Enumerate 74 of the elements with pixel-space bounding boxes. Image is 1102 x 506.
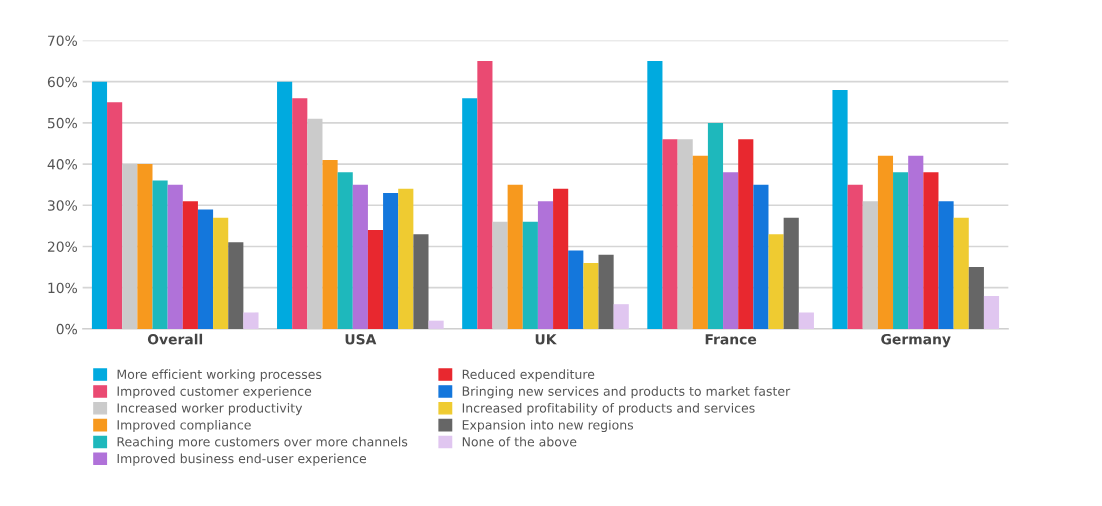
bar [553,188,569,329]
bar [893,172,909,329]
bar [738,139,754,329]
y-tick-label: 30% [47,200,78,211]
x-tick-label: USA [345,334,377,345]
bar [723,172,739,329]
x-tick-label: Overall [147,333,203,345]
bar [243,312,259,329]
y-tick-label: 70% [48,35,78,46]
bar [107,102,123,329]
bar [383,192,399,329]
bar [908,155,924,329]
bar [322,159,338,329]
legend-label: None of the above [462,436,577,447]
x-tick-label: France [705,334,757,345]
bar [398,188,414,329]
bar [352,184,368,329]
bar [228,242,244,329]
legend-label: Reduced expenditure [462,369,595,382]
legend-label: Improved customer experience [117,386,312,399]
bar [292,98,308,329]
bar [213,217,229,329]
bar [968,267,984,329]
bar [662,139,678,329]
bar [707,122,724,329]
bar [598,254,614,329]
bar [152,180,168,329]
legend-label: Reaching more customers over more channels [117,436,408,449]
bar [983,295,1000,329]
bar [137,164,153,329]
y-tick-label: 60% [47,76,78,88]
legend-label: Increased profitability of products and services [462,403,755,416]
y-tick-label: 10% [48,282,78,294]
legend-label: Improved compliance [117,419,251,433]
bar [462,98,478,329]
bar [428,320,444,329]
legend-label: Expansion into new regions [462,419,634,433]
y-tick-label: 0% [56,323,78,335]
legend-label: Increased worker productivity [117,403,303,416]
bar [477,61,493,329]
bar [953,217,969,329]
y-tick-label: 20% [47,241,78,252]
bar [91,81,108,329]
x-tick-label: UK [535,334,557,345]
bar [938,201,954,329]
bar [568,250,584,329]
bar [877,155,894,329]
legend-label: Improved business end-user experience [117,453,367,466]
bar [768,234,784,329]
bar [507,184,523,329]
bar [613,304,629,329]
y-tick-label: 40% [47,159,78,170]
y-tick-label: 50% [47,117,78,129]
bar [537,201,554,329]
legend-label: More efficient working processes [117,369,322,382]
bar [337,172,353,329]
bar [277,81,293,329]
x-tick-label: Germany [881,333,951,348]
bar [182,201,198,329]
bar [583,262,599,329]
bar [783,217,799,329]
bar [847,184,863,329]
bar [692,155,708,329]
bar [647,61,663,329]
bar [923,172,939,329]
bar [167,184,183,329]
bar [753,184,769,329]
bar [798,312,814,329]
bar [522,221,538,329]
bar [197,209,214,329]
bar [413,234,429,329]
bar [367,230,384,329]
legend-label: Bringing new services and products to market faster [462,386,791,399]
bar [832,89,848,329]
